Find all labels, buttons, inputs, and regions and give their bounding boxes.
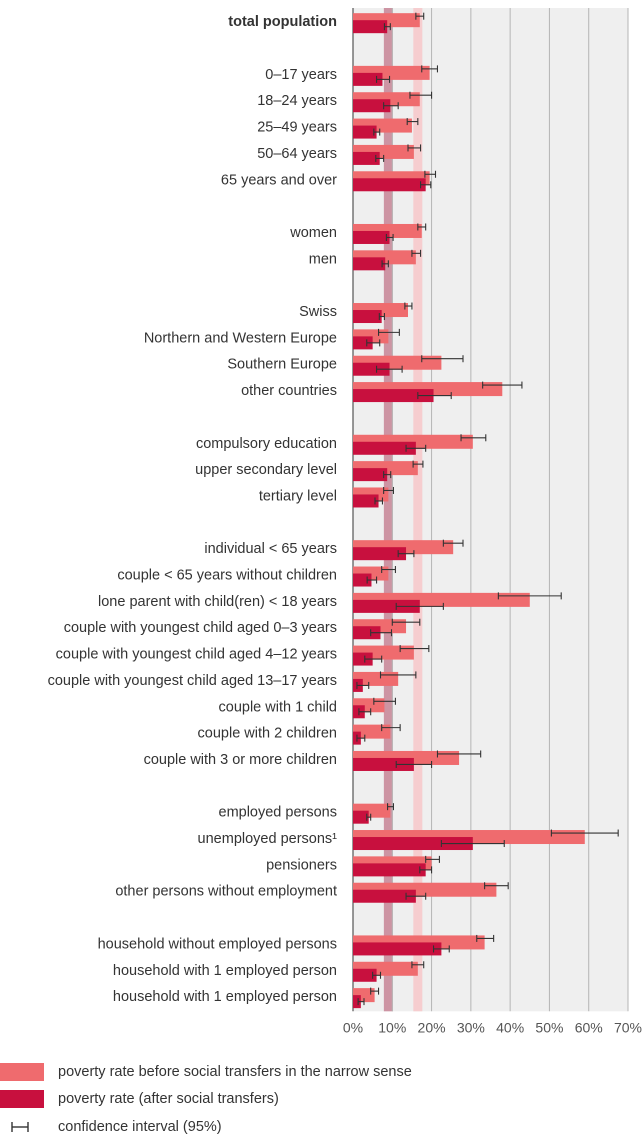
x-tick-label: 70% xyxy=(614,1019,642,1035)
bar-after xyxy=(353,20,388,34)
category-label: other countries xyxy=(241,383,337,399)
category-label: household without employed persons xyxy=(98,936,337,952)
category-label: individual < 65 years xyxy=(204,541,337,557)
bar-after xyxy=(353,626,381,640)
bar-after xyxy=(353,494,379,508)
bar-after xyxy=(353,547,407,561)
category-label: 18–24 years xyxy=(257,93,337,109)
category-label: compulsory education xyxy=(196,436,337,452)
x-tick-label: 20% xyxy=(418,1019,446,1035)
category-label: household with 1 employed person xyxy=(113,963,337,979)
category-label: men xyxy=(309,251,337,267)
category-label: lone parent with child(ren) < 18 years xyxy=(98,594,337,610)
bar-after xyxy=(353,125,377,139)
category-label: couple with 3 or more children xyxy=(144,752,337,768)
category-label: Swiss xyxy=(299,304,337,320)
category-label: 0–17 years xyxy=(265,67,337,83)
legend-swatch-after xyxy=(0,1090,44,1108)
confidence-interval-icon xyxy=(0,1118,44,1136)
bar-after xyxy=(353,652,373,666)
category-label: unemployed persons¹ xyxy=(198,831,338,847)
category-label: couple with 2 children xyxy=(198,726,337,742)
bar-after xyxy=(353,889,416,903)
bar-after xyxy=(353,468,388,482)
category-label: 65 years and over xyxy=(221,172,337,188)
category-label: household with 1 employed person xyxy=(113,989,337,1005)
category-label: Northern and Western Europe xyxy=(144,330,337,346)
x-tick-label: 60% xyxy=(575,1019,603,1035)
legend-swatch-before xyxy=(0,1063,44,1081)
legend-label-ci: confidence interval (95%) xyxy=(58,1119,222,1135)
legend-item-ci: confidence interval (95%) xyxy=(0,1117,222,1137)
bar-before xyxy=(353,724,391,739)
reference-band-1 xyxy=(413,8,423,1012)
category-label: couple < 65 years without children xyxy=(117,568,337,584)
category-label: couple with 1 child xyxy=(219,699,338,715)
x-tick-label: 50% xyxy=(535,1019,563,1035)
legend-label-before: poverty rate before social transfers in … xyxy=(58,1064,412,1080)
bar-after xyxy=(353,389,434,403)
bar-after xyxy=(353,178,426,192)
reference-band-0 xyxy=(383,8,393,1012)
bar-after xyxy=(353,230,390,244)
bar-after xyxy=(353,599,420,613)
bar-after xyxy=(353,837,473,851)
category-label: 50–64 years xyxy=(257,146,337,162)
legend-item-after: poverty rate (after social transfers) xyxy=(0,1089,279,1109)
category-label: tertiary level xyxy=(259,488,337,504)
bar-after xyxy=(353,968,377,982)
bar-after xyxy=(353,942,442,956)
bar-after xyxy=(353,257,386,271)
bar-after xyxy=(353,995,361,1009)
category-label: couple with youngest child aged 0–3 year… xyxy=(64,620,337,636)
category-label: upper secondary level xyxy=(195,462,337,478)
category-label: total population xyxy=(228,14,337,30)
bar-after xyxy=(353,757,414,771)
x-tick-label: 30% xyxy=(457,1019,485,1035)
legend-item-before: poverty rate before social transfers in … xyxy=(0,1062,412,1082)
bar-after xyxy=(353,310,382,324)
category-label: 25–49 years xyxy=(257,120,337,136)
bar-after xyxy=(353,99,391,113)
x-tick-label: 0% xyxy=(343,1019,363,1035)
legend-label-after: poverty rate (after social transfers) xyxy=(58,1091,279,1107)
category-label: pensioners xyxy=(266,857,337,873)
category-label: Southern Europe xyxy=(227,357,337,373)
x-tick-label: 10% xyxy=(378,1019,406,1035)
bar-after xyxy=(353,72,383,86)
category-label: employed persons xyxy=(219,805,338,821)
bar-after xyxy=(353,863,426,877)
category-label: women xyxy=(289,225,337,241)
bar-after xyxy=(353,441,416,455)
bar-after xyxy=(353,810,369,824)
category-label: couple with youngest child aged 4–12 yea… xyxy=(56,647,337,663)
bar-after xyxy=(353,336,373,350)
bar-after xyxy=(353,362,390,376)
category-label: other persons without employment xyxy=(115,884,337,900)
x-tick-label: 40% xyxy=(496,1019,524,1035)
bar-after xyxy=(353,151,380,165)
category-label: couple with youngest child aged 13–17 ye… xyxy=(48,673,337,689)
